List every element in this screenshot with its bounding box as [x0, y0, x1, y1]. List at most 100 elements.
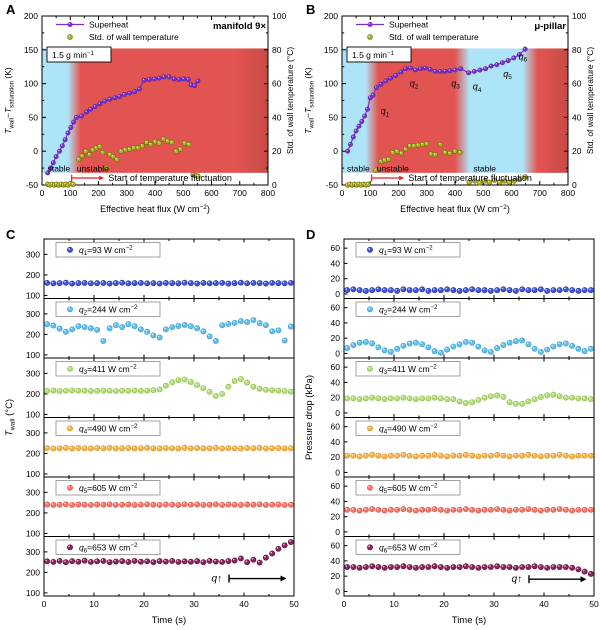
subpanel-legend-label: q5=605 W cm−2 [379, 483, 438, 496]
y-axis-label: Pressure drop (kPa) [304, 375, 315, 460]
x-axis-label: Time (s) [152, 615, 186, 626]
subpanel-q1: 100 200 300 q1=93 W cm−2 [26, 238, 295, 300]
y-tick-label: 300 [26, 249, 40, 259]
x-tick-label: 30 [489, 599, 499, 609]
panel-tag: manifold 9× [213, 21, 267, 32]
y-left-tick-label: 50 [329, 112, 339, 122]
series-q1 [44, 279, 294, 287]
y-left-tick-label: 150 [24, 45, 38, 55]
legend: Superheat Std. of wall temperature [56, 20, 179, 42]
y-tick-label: 300 [26, 487, 40, 497]
y-tick-label: 0 [335, 586, 340, 596]
y-right-tick-label: 60 [272, 79, 282, 89]
y-left-tick-label: 100 [24, 79, 38, 89]
y-tick-label: 60 [331, 243, 341, 253]
x-tick-label: 50 [289, 599, 299, 609]
panel-letter-c: C [6, 227, 16, 242]
x-axis-label: Time (s) [452, 615, 486, 626]
y-tick-label: 40 [331, 377, 341, 387]
subpanel-legend-label: q1=93 W cm−2 [379, 245, 433, 258]
y-tick-label: 0 [335, 467, 340, 477]
panel-letter-d: D [306, 227, 316, 242]
y-left-tick-label: 50 [29, 112, 39, 122]
y-tick-label: 40 [331, 437, 341, 447]
subpanel-legend-label: q3=411 W cm−2 [79, 364, 137, 377]
subpanel-q3: 100 200 300 q3=411 W cm−2 [26, 357, 295, 419]
y-tick-label: 20 [331, 452, 341, 462]
subpanel-q1: 0 20 40 60 q1=93 W cm−2 [331, 238, 595, 299]
y-right-tick-label: 80 [272, 45, 282, 55]
y-tick-label: 0 [335, 289, 340, 299]
y-left-axis-label: Twall−Tsaturation (K) [303, 67, 315, 134]
x-tick-label: 100 [363, 188, 377, 198]
y-tick-label: 200 [26, 329, 40, 339]
x-tick-label: 400 [448, 188, 462, 198]
subpanel-legend-label: q4=490 W cm−2 [379, 423, 438, 436]
subpanel-legend-box [55, 242, 161, 258]
y-right-tick-label: 40 [272, 112, 282, 122]
y-tick-label: 100 [26, 469, 40, 479]
subpanel-legend-label: q3=411 W cm−2 [379, 364, 437, 377]
y-tick-label: 0 [335, 408, 340, 418]
legend-std-label: Std. of wall temperature [389, 32, 479, 42]
stability-region-band [42, 48, 268, 173]
x-axis-label: Effective heat flux (W cm−2) [100, 204, 210, 214]
y-tick-label: 200 [26, 448, 40, 458]
x-tick-label: 20 [439, 599, 449, 609]
subpanel-legend-box [355, 361, 461, 377]
y-right-axis-label: Std. of wall temperature (°C) [585, 47, 595, 154]
subpanel-legend-label: q6=653 W cm−2 [79, 542, 138, 555]
region-label-stable: stable [48, 164, 71, 174]
series-q4 [44, 444, 294, 452]
std-wall-temperature-series [345, 141, 528, 188]
y-axis-label: Twall (°C) [4, 399, 16, 436]
y-right-tick-label: 20 [572, 146, 582, 156]
panel-tag: μ-pillar [534, 21, 566, 32]
subpanel-legend-box [355, 242, 461, 258]
q-arrow-label: q↑ [512, 574, 523, 585]
x-tick-label: 200 [91, 188, 105, 198]
panel-letter-a: A [6, 2, 16, 17]
y-left-tick-label: 150 [324, 45, 338, 55]
y-tick-label: 20 [331, 393, 341, 403]
fluctuation-text: Start of temperature fluctuation [408, 173, 532, 183]
x-tick-label: 20 [139, 599, 149, 609]
q-label: q1 [381, 106, 390, 118]
y-left-tick-label: 200 [324, 11, 338, 21]
x-tick-label: 600 [504, 188, 518, 198]
legend-superheat-label: Superheat [89, 20, 129, 30]
series-q4 [344, 451, 594, 460]
y-tick-label: 300 [26, 547, 40, 557]
y-right-tick-label: 60 [572, 79, 582, 89]
subpanel-legend-box [55, 361, 161, 377]
std-wall-temperature-series [45, 136, 201, 188]
y-tick-label: 200 [26, 389, 40, 399]
y-right-tick-label: 100 [572, 11, 586, 21]
y-right-axis-label: Std. of wall temperature (°C) [285, 47, 295, 154]
series-q3 [44, 375, 294, 399]
subpanel-legend-label: q1=93 W cm−2 [79, 245, 133, 258]
series-q2 [344, 337, 594, 356]
subpanel-q4: 0 20 40 60 q4=490 W cm−2 [331, 417, 595, 478]
subpanel-legend-label: q2=244 W cm−2 [379, 304, 438, 317]
y-tick-label: 60 [331, 303, 341, 313]
y-tick-label: 60 [331, 362, 341, 372]
fluctuation-annotation: Start of temperature fluctuation [71, 173, 232, 183]
y-tick-label: 300 [26, 368, 40, 378]
subpanel-q5: 0 20 40 60 q5=605 W cm−2 [331, 476, 595, 537]
y-tick-label: 0 [335, 348, 340, 358]
flow-rate-box [346, 46, 412, 63]
y-right-tick-label: 80 [572, 45, 582, 55]
q-label: q4 [473, 82, 482, 94]
q-label: q6 [518, 51, 527, 63]
series-q1 [344, 286, 594, 294]
subpanel-legend-label: q4=490 W cm−2 [79, 423, 138, 436]
y-tick-label: 100 [26, 350, 40, 360]
y-tick-label: 60 [331, 422, 341, 432]
subpanel-legend-box [355, 301, 461, 317]
x-tick-label: 10 [89, 599, 99, 609]
y-left-tick-label: 200 [24, 11, 38, 21]
y-left-tick-label: 100 [324, 79, 338, 89]
y-tick-label: 100 [26, 588, 40, 598]
subpanel-q2: 100 200 300 q2=244 W cm−2 [26, 298, 295, 360]
